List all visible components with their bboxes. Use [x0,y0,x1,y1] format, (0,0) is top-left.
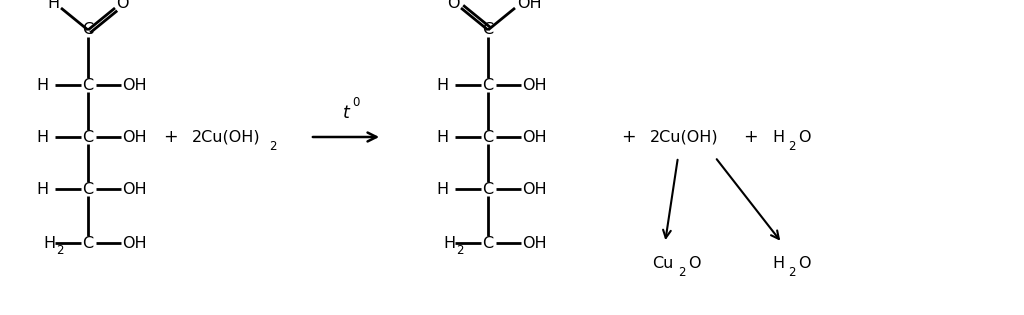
Text: H: H [36,181,48,197]
Text: H: H [36,77,48,93]
Text: H: H [36,129,48,145]
Text: OH: OH [521,236,547,250]
Text: 2: 2 [788,140,796,152]
Text: C: C [83,22,93,37]
Text: C: C [83,181,93,197]
Text: OH: OH [122,236,146,250]
Text: 2: 2 [678,266,685,278]
Text: H: H [436,181,449,197]
Text: 2: 2 [56,244,63,257]
Text: C: C [482,77,494,93]
Text: Cu: Cu [652,255,674,271]
Text: O: O [798,129,811,145]
Text: +: + [621,128,635,146]
Text: C: C [482,129,494,145]
Text: C: C [83,77,93,93]
Text: C: C [482,181,494,197]
Text: t: t [343,104,349,122]
Text: +: + [742,128,758,146]
Text: OH: OH [122,181,146,197]
Text: H: H [47,0,59,12]
Text: 2Cu(OH): 2Cu(OH) [650,129,719,145]
Text: C: C [83,129,93,145]
Text: C: C [482,22,494,37]
Text: 2: 2 [457,244,464,257]
Text: O: O [446,0,459,10]
Text: 2: 2 [788,266,796,278]
Text: C: C [482,236,494,250]
Text: H: H [772,129,784,145]
Text: O: O [688,255,700,271]
Text: 2Cu(OH): 2Cu(OH) [193,129,261,145]
Text: C: C [83,236,93,250]
Text: OH: OH [521,129,547,145]
Text: H: H [436,129,449,145]
Text: O: O [798,255,811,271]
Text: H: H [443,236,455,250]
Text: 2: 2 [269,140,276,152]
Text: +: + [163,128,177,146]
Text: H: H [43,236,55,250]
Text: O: O [116,0,128,10]
Text: OH: OH [122,129,146,145]
Text: H: H [772,255,784,271]
Text: OH: OH [517,0,542,12]
Text: 0: 0 [352,96,359,110]
Text: OH: OH [521,181,547,197]
Text: H: H [436,77,449,93]
Text: OH: OH [122,77,146,93]
Text: OH: OH [521,77,547,93]
